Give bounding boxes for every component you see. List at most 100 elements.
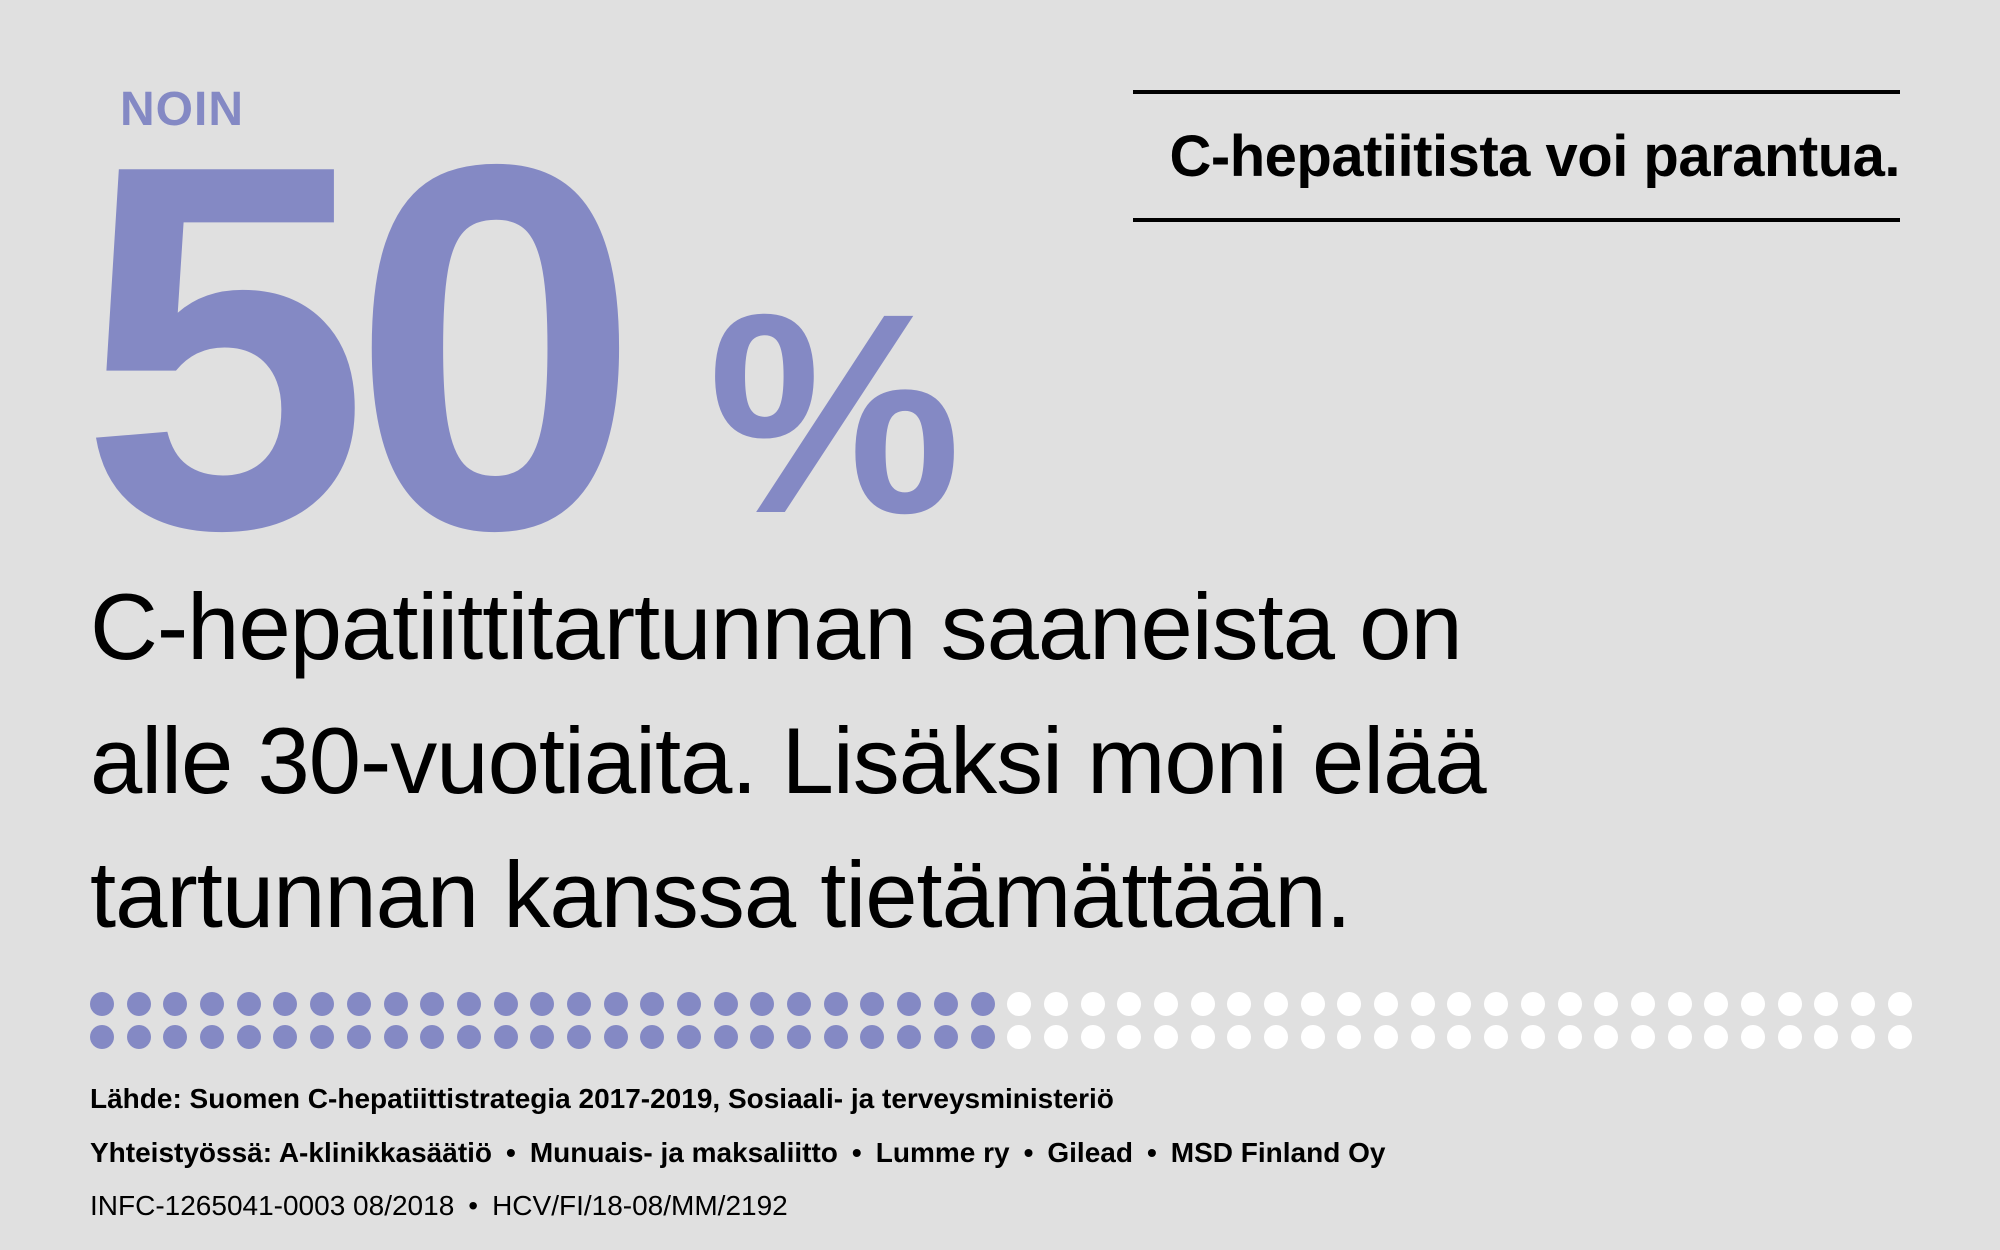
filled-dot [603,1025,628,1049]
empty-dot [1667,992,1692,1016]
empty-dot [1374,1025,1399,1049]
partner: A-klinikkasäätiö [278,1137,493,1168]
empty-dot [1190,992,1215,1016]
empty-dot [1300,992,1325,1016]
codes-line: INFC-1265041-0003 08/2018 • HCV/FI/18-08/M… [90,1190,788,1222]
partner: Lumme ry [875,1137,1010,1168]
empty-dot [1887,1025,1912,1049]
empty-dot [1447,992,1472,1016]
filled-dot [346,1025,371,1049]
filled-dot [750,1025,775,1049]
empty-dot [1520,992,1545,1016]
empty-dot [1704,992,1729,1016]
filled-dot [383,1025,408,1049]
filled-dot [603,992,628,1016]
filled-dot [310,1025,335,1049]
filled-dot [787,1025,812,1049]
filled-dot [420,992,445,1016]
filled-dot [200,992,225,1016]
empty-dot [1740,1025,1765,1049]
filled-dot [530,992,555,1016]
filled-dot [90,1025,114,1049]
filled-dot [897,1025,922,1049]
empty-dot [1337,992,1362,1016]
empty-dot [1007,1025,1032,1049]
filled-dot [383,992,408,1016]
empty-dot [1080,1025,1105,1049]
body-line: C-hepatiittitartunnan saaneista on [90,574,1463,679]
empty-dot [1153,992,1178,1016]
partner: Gilead [1047,1137,1133,1168]
empty-dot [1190,1025,1215,1049]
empty-dot [1337,1025,1362,1049]
empty-dot [1557,992,1582,1016]
filled-dot [273,992,298,1016]
code: HCV/FI/18-08/MM/2192 [492,1190,788,1221]
empty-dot [1520,1025,1545,1049]
filled-dot [493,1025,518,1049]
partner: Munuais- ja maksaliitto [529,1137,838,1168]
filled-dot [823,992,848,1016]
filled-dot [236,992,261,1016]
filled-dot [677,1025,701,1049]
empty-dot [1374,992,1399,1016]
filled-dot [640,992,665,1016]
filled-dot [273,1025,298,1049]
filled-dot [420,1025,445,1049]
filled-dot [310,992,335,1016]
empty-dot [1851,1025,1875,1049]
filled-dot [493,992,518,1016]
body-text: C-hepatiittitartunnan saaneista on alle … [90,560,1890,962]
empty-dot [1300,1025,1325,1049]
filled-dot [90,992,114,1016]
empty-dot [1043,992,1068,1016]
filled-dot [713,1025,738,1049]
empty-dot [1007,992,1032,1016]
filled-dot [566,1025,591,1049]
empty-dot [1117,992,1142,1016]
filled-dot [970,1025,995,1049]
empty-dot [1630,992,1655,1016]
empty-dot [1264,992,1288,1016]
empty-dot [1557,1025,1582,1049]
filled-dot [530,1025,555,1049]
empty-dot [1594,1025,1619,1049]
filled-dot [897,992,922,1016]
partner: MSD Finland Oy [1170,1137,1386,1168]
body-line: alle 30-vuotiaita. Lisäksi moni elää [90,708,1487,813]
stat-unit: % [708,255,962,573]
filled-dot [677,992,701,1016]
separator: • [506,1137,516,1168]
dot-row [90,992,1930,1016]
empty-dot [1777,992,1802,1016]
empty-dot [1410,1025,1435,1049]
empty-dot [1814,992,1839,1016]
filled-dot [933,1025,958,1049]
empty-dot [1153,1025,1178,1049]
empty-dot [1777,1025,1802,1049]
filled-dot [566,992,591,1016]
empty-dot [1117,1025,1142,1049]
separator: • [1023,1137,1034,1168]
filled-dot [713,992,738,1016]
dot-row [90,1025,1930,1049]
empty-dot [1704,1025,1729,1049]
filled-dot [933,992,958,1016]
filled-dot [163,992,188,1016]
empty-dot [1484,992,1509,1016]
headline: C-hepatiitista voi parantua. [1169,123,1901,189]
code: INFC-1265041-0003 08/2018 [90,1190,455,1221]
empty-dot [1667,1025,1692,1049]
empty-dot [1227,992,1252,1016]
partners-label: Yhteistyössä: [90,1137,273,1168]
empty-dot [1851,992,1875,1016]
filled-dot [823,1025,848,1049]
partners-line: Yhteistyössä: A-klinikkasäätiö • Munuais- … [90,1137,1385,1169]
empty-dot [1447,1025,1472,1049]
separator: • [468,1190,479,1221]
empty-dot [1630,1025,1655,1049]
empty-dot [1410,992,1435,1016]
dot-grid [90,992,1930,1058]
stat-prefix: NOIN [120,83,244,136]
body-line: tartunnan kanssa tietämättään. [90,842,1352,947]
